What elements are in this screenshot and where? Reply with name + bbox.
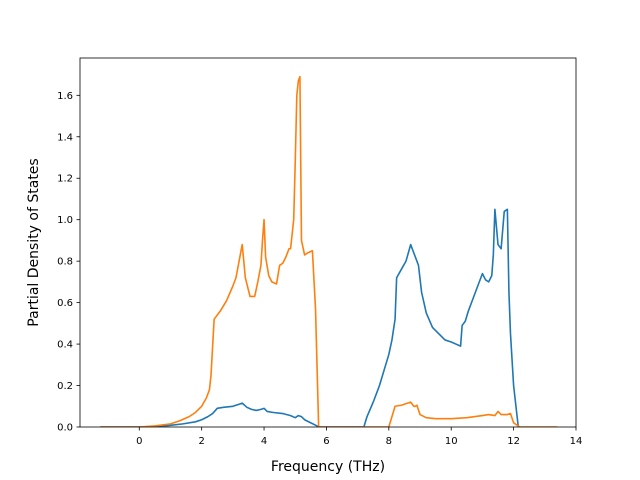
- y-tick-label: 0.2: [57, 381, 73, 392]
- x-axis-ticks: 0 2 4 6 8 10 12 14: [136, 427, 582, 447]
- series-layer: [100, 75, 558, 427]
- y-tick-label: 0.8: [57, 257, 73, 268]
- x-tick-label: 2: [198, 436, 204, 447]
- axes-frame: [79, 57, 577, 428]
- x-tick-label: 8: [386, 436, 392, 447]
- x-tick-label: 4: [261, 436, 267, 447]
- y-axis-ticks: 0.0 0.2 0.4 0.6 0.8 1.0 1.2 1.4 1.6: [57, 91, 80, 434]
- series-line-2: [100, 75, 558, 427]
- y-axis-label: Partial Density of States: [26, 158, 42, 326]
- y-tick-label: 1.6: [57, 91, 73, 102]
- y-tick-label: 1.0: [57, 215, 73, 226]
- y-tick-label: 1.2: [57, 174, 73, 185]
- x-axis-label: Frequency (THz): [271, 459, 385, 475]
- x-tick-label: 14: [570, 436, 583, 447]
- y-tick-label: 1.4: [57, 132, 73, 143]
- x-tick-label: 6: [323, 436, 329, 447]
- x-tick-label: 12: [507, 436, 520, 447]
- y-tick-label: 0.6: [57, 298, 73, 309]
- x-tick-label: 10: [445, 436, 458, 447]
- series-line-1: [100, 208, 520, 427]
- y-tick-label: 0.4: [57, 340, 73, 351]
- y-tick-label: 0.0: [57, 423, 73, 434]
- x-tick-label: 0: [136, 436, 142, 447]
